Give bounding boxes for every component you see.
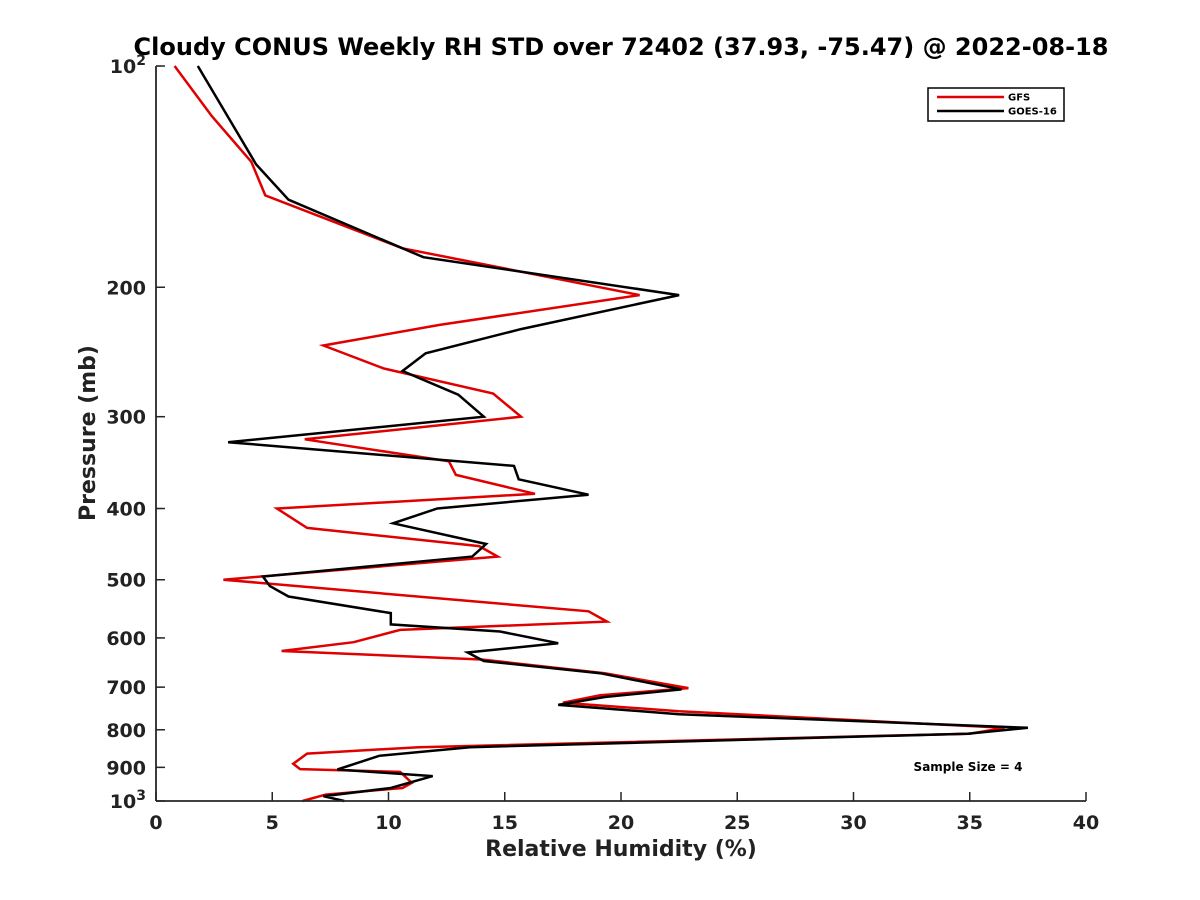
chart-legend: GFS GOES-16 (927, 87, 1065, 122)
y-tick-label: 800 (106, 720, 146, 742)
y-tick-label: 103 (110, 788, 146, 813)
y-tick-label: 600 (106, 628, 146, 650)
x-tick-label: 15 (492, 812, 518, 834)
y-tick-label: 500 (106, 570, 146, 592)
legend-label-gfs: GFS (1008, 93, 1030, 104)
axes-layer: 0 5 10 15 20 25 30 35 40 102 200 300 400 500 600 700 800… (106, 53, 1099, 834)
y-tick-label: 102 (110, 53, 146, 78)
y-tick-label: 900 (106, 757, 146, 779)
series-line-gfs (173, 65, 1005, 803)
x-tick-label: 30 (840, 812, 866, 834)
y-axis-label: Pressure (mb) (76, 345, 101, 521)
series-layer (173, 65, 1029, 803)
chart-title: Cloudy CONUS Weekly RH STD over 72402 (3… (134, 33, 1109, 61)
sample-size-annotation: Sample Size = 4 (914, 760, 1023, 774)
x-tick-label: 0 (149, 812, 162, 834)
series-line-goes16 (196, 65, 1029, 803)
x-tick-label: 20 (608, 812, 634, 834)
legend-label-goes16: GOES-16 (1008, 107, 1057, 118)
x-tick-label: 35 (957, 812, 983, 834)
x-tick-label: 25 (724, 812, 750, 834)
x-axis-label: Relative Humidity (%) (485, 837, 757, 862)
plot-area: 0 5 10 15 20 25 30 35 40 102 200 300 400 500 600 700 800… (106, 53, 1099, 834)
legend-box (927, 87, 1065, 122)
y-tick-label: 200 (106, 277, 146, 299)
x-tick-label: 40 (1073, 812, 1099, 834)
y-tick-label: 300 (106, 407, 146, 429)
x-tick-label: 5 (266, 812, 279, 834)
y-tick-label: 400 (106, 499, 146, 521)
y-tick-label: 700 (106, 677, 146, 699)
x-tick-label: 10 (375, 812, 401, 834)
